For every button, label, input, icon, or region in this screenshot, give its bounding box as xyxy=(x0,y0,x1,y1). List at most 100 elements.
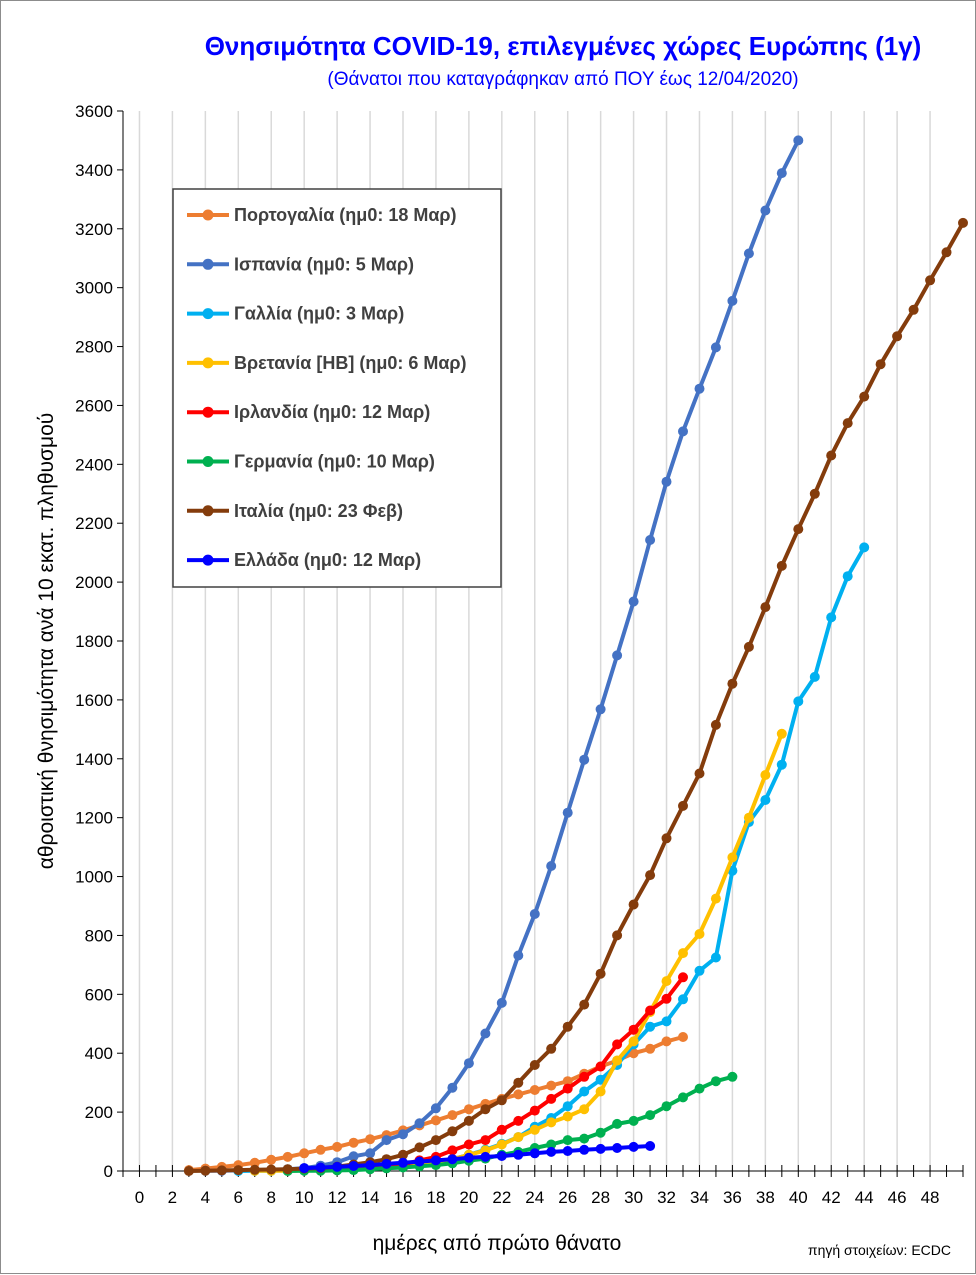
y-axis-label: αθροιστική θνησιμότητα ανά 10 εκατ. πληθ… xyxy=(35,413,58,870)
y-tick-label-1200: 1200 xyxy=(75,809,113,828)
y-tick-label-200: 200 xyxy=(85,1103,113,1122)
series-7-point-3 xyxy=(348,1161,359,1171)
series-0-point-30 xyxy=(678,1032,688,1042)
series-1-point-21 xyxy=(546,861,557,871)
chart-subtitle: (Θάνατοι που καταγράφηκαν από ΠΟΥ έως 12… xyxy=(327,69,798,90)
y-tick-label-1600: 1600 xyxy=(75,691,113,710)
series-2-point-28 xyxy=(694,965,705,976)
legend-swatch-marker-2 xyxy=(202,308,214,320)
y-tick-label-3600: 3600 xyxy=(75,102,113,121)
series-0-point-29 xyxy=(661,1036,672,1047)
series-2-point-29 xyxy=(710,952,721,963)
series-7-point-19 xyxy=(612,1143,623,1153)
series-1-point-24 xyxy=(595,704,606,715)
y-tick-label-2000: 2000 xyxy=(75,573,113,592)
series-3-point-18 xyxy=(546,1117,557,1128)
y-tick-label-3400: 3400 xyxy=(75,161,113,180)
series-3-point-31 xyxy=(760,770,771,780)
series-6-point-4 xyxy=(249,1164,260,1175)
series-6-point-19 xyxy=(496,1095,507,1106)
series-0-point-7 xyxy=(299,1148,310,1159)
series-1-point-31 xyxy=(710,342,721,353)
series-4-point-22 xyxy=(678,972,688,983)
series-7-point-15 xyxy=(546,1146,557,1157)
series-5-point-21 xyxy=(628,1115,639,1126)
series-4-point-9 xyxy=(463,1139,474,1150)
series-4-point-13 xyxy=(529,1105,540,1116)
series-7-point-10 xyxy=(463,1152,474,1163)
series-6-point-45 xyxy=(925,275,936,286)
legend-entry-3: Βρετανία [ΗΒ] (ημ0: 6 Μαρ) xyxy=(234,353,467,373)
x-tick-label-38: 38 xyxy=(756,1188,775,1207)
series-1-point-10 xyxy=(365,1148,376,1159)
series-1-point-12 xyxy=(398,1129,408,1140)
series-6-point-30 xyxy=(678,800,688,811)
series-6-point-13 xyxy=(398,1149,408,1160)
x-tick-label-32: 32 xyxy=(657,1188,676,1207)
legend-swatch-marker-0 xyxy=(202,209,214,221)
source-note: πηγή στοιχείων: ECDC xyxy=(808,1242,951,1258)
series-1-point-19 xyxy=(513,950,524,961)
series-6-point-20 xyxy=(513,1077,524,1088)
series-3-point-23 xyxy=(628,1036,639,1047)
series-1-point-17 xyxy=(480,1028,491,1039)
series-5-point-24 xyxy=(678,1092,688,1103)
series-0-point-9 xyxy=(332,1141,343,1152)
series-1-point-11 xyxy=(381,1135,392,1146)
series-6-point-2 xyxy=(216,1165,227,1176)
x-tick-label-12: 12 xyxy=(328,1188,347,1207)
series-7-point-11 xyxy=(480,1151,491,1162)
series-1-point-33 xyxy=(743,248,754,259)
series-3-point-17 xyxy=(529,1124,540,1135)
series-6-point-38 xyxy=(809,488,820,499)
x-tick-label-18: 18 xyxy=(426,1188,445,1207)
x-tick-label-36: 36 xyxy=(723,1188,742,1207)
legend-swatch-marker-4 xyxy=(202,406,214,418)
series-7-point-6 xyxy=(398,1157,408,1168)
series-4-point-15 xyxy=(562,1083,573,1094)
x-tick-label-30: 30 xyxy=(624,1188,643,1207)
series-5-point-19 xyxy=(595,1127,606,1138)
x-tick-label-28: 28 xyxy=(591,1188,610,1207)
series-7-point-17 xyxy=(579,1144,590,1155)
series-1-point-23 xyxy=(579,754,590,765)
legend-entry-0: Πορτογαλία (ημ0: 18 Μαρ) xyxy=(234,205,457,225)
series-1-point-30 xyxy=(694,383,705,394)
legend-swatch-marker-3 xyxy=(202,357,214,369)
y-tick-label-3200: 3200 xyxy=(75,220,113,239)
legend-swatch-marker-1 xyxy=(202,258,214,270)
x-tick-label-22: 22 xyxy=(492,1188,511,1207)
series-1-point-36 xyxy=(793,135,804,146)
series-6-point-24 xyxy=(579,999,590,1010)
series-4-point-16 xyxy=(579,1071,590,1082)
series-4-point-21 xyxy=(661,993,672,1004)
series-1-point-34 xyxy=(760,205,771,216)
series-3-point-27 xyxy=(694,929,705,939)
series-0-point-11 xyxy=(365,1134,376,1145)
series-2-point-25 xyxy=(645,1021,656,1032)
series-2-point-37 xyxy=(842,571,853,582)
series-2-point-22 xyxy=(595,1074,606,1085)
legend-box xyxy=(172,188,502,588)
series-3-point-15 xyxy=(496,1139,507,1150)
series-6-point-26 xyxy=(612,930,623,941)
y-tick-labels: 0 200 400 600 800 1000 1200 1400 1600 1800 2000 220… xyxy=(75,102,113,1181)
series-7 xyxy=(299,1141,656,1174)
series-6-point-39 xyxy=(826,450,837,461)
series-0-point-4 xyxy=(249,1157,260,1168)
y-tick-label-2600: 2600 xyxy=(75,396,113,415)
x-tick-labels: 0 2 4 6 8 10 12 14 16 18 20 22 24 26 28 30 32 34 36 38 40 42 4… xyxy=(135,1188,940,1207)
series-7-point-2 xyxy=(332,1161,343,1172)
y-tick-label-2200: 2200 xyxy=(75,514,113,533)
series-6-point-43 xyxy=(892,331,903,342)
series-0-point-22 xyxy=(546,1080,557,1091)
series-1-point-35 xyxy=(776,168,787,179)
series-7-point-5 xyxy=(381,1158,392,1169)
series-3-point-21 xyxy=(595,1086,606,1097)
series-1-point-22 xyxy=(562,807,573,818)
series-6-point-40 xyxy=(842,418,853,429)
series-1-point-25 xyxy=(612,650,623,661)
x-tick-label-26: 26 xyxy=(558,1188,577,1207)
legend-swatch-marker-6 xyxy=(202,505,214,517)
